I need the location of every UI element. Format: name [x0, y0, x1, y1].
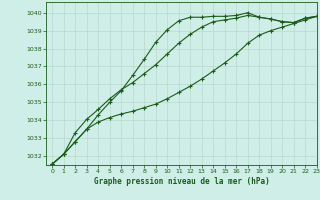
X-axis label: Graphe pression niveau de la mer (hPa): Graphe pression niveau de la mer (hPa)	[94, 177, 269, 186]
